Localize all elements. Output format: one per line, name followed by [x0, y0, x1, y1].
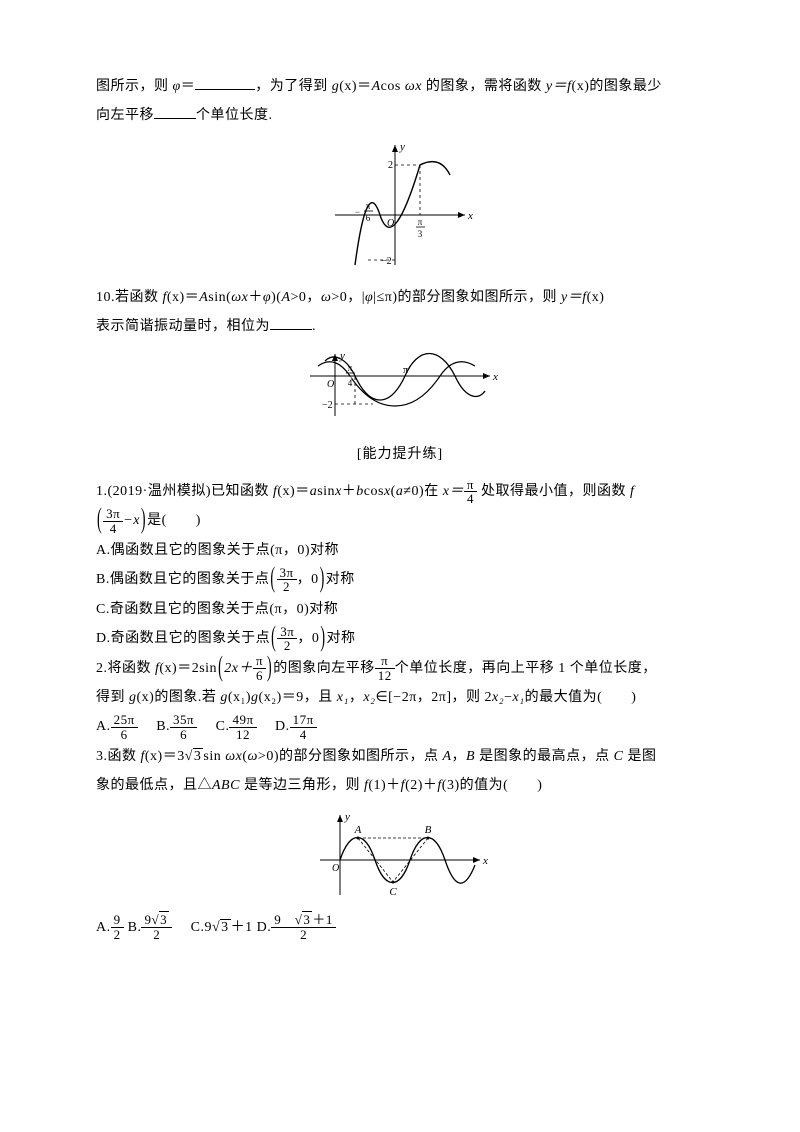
- svg-text:x: x: [492, 371, 498, 383]
- q1-optB: B.偶函数且它的图象关于点(3π2，0)对称: [96, 565, 704, 594]
- svg-text:O: O: [327, 379, 334, 390]
- blank-phi: [195, 75, 255, 90]
- q3-options: A.92 B.932 C.93＋1 D.9 3＋12: [96, 913, 704, 942]
- q2-line1: 2.将函数 f(x)＝2sin(2x＋π6)的图象向左平移π12个单位长度，再向…: [96, 654, 704, 683]
- q1-line1: 1.(2019·温州模拟)已知函数 f(x)＝asinx＋bcosx(a≠0)在…: [96, 477, 704, 506]
- blank-shift: [154, 104, 196, 119]
- svg-text:3: 3: [418, 229, 423, 239]
- svg-text:B: B: [425, 824, 432, 836]
- svg-text:x: x: [482, 855, 488, 867]
- q2-line2: 得到 g(x)的图象.若 g(x₁)g(x₂)＝9，且 x₁，x₂∈[−2π，2…: [96, 683, 704, 712]
- svg-text:−2: −2: [381, 256, 392, 267]
- q9-line2: 向左平移个单位长度.: [96, 101, 704, 130]
- figure-3: x y O A B C: [96, 805, 704, 905]
- svg-text:6: 6: [366, 213, 371, 223]
- figure-2: x y O −2 π 4 4 π: [96, 346, 704, 426]
- q3-line1: 3.函数 f(x)＝33sin ωx(ω>0)的部分图象如图所示，点 A，B 是…: [96, 742, 704, 771]
- svg-text:C: C: [389, 886, 397, 898]
- svg-text:4: 4: [348, 378, 353, 388]
- q3-line2: 象的最低点，且△ABC 是等边三角形，则 f(1)＋f(2)＋f(3)的值为( …: [96, 771, 704, 800]
- q1-optC: C.奇函数且它的图象关于点(π，0)对称: [96, 595, 704, 624]
- svg-text:π: π: [348, 363, 353, 373]
- svg-text:x: x: [467, 210, 473, 222]
- q1-optA: A.偶函数且它的图象关于点(π，0)对称: [96, 536, 704, 565]
- blank-phase: [270, 315, 312, 330]
- svg-text:O: O: [332, 863, 339, 874]
- svg-text:π: π: [366, 201, 371, 211]
- svg-text:π: π: [418, 217, 423, 227]
- svg-text:y: y: [399, 141, 405, 153]
- section-title: [能力提升练]: [96, 440, 704, 469]
- q1-optD: D.奇函数且它的图象关于点(3π2，0)对称: [96, 624, 704, 653]
- svg-text:π: π: [403, 365, 408, 376]
- q1-line2: (3π4−x)是( ): [96, 506, 704, 535]
- q2-options: A.25π6 B.35π6 C.49π12 D.17π4: [96, 712, 704, 741]
- svg-text:A: A: [354, 824, 362, 836]
- svg-text:−2: −2: [322, 400, 333, 411]
- q10-line2: 表示简谐振动量时，相位为.: [96, 312, 704, 341]
- svg-text:2: 2: [388, 160, 393, 171]
- q9-line1: 图所示，则 φ＝，为了得到 g(x)＝Acos ωx 的图象，需将函数 y＝f(…: [96, 72, 704, 101]
- figure-1: x y O 2 −2 π 6 − π 3: [96, 135, 704, 275]
- q10-line1: 10.若函数 f(x)＝Asin(ωx＋φ)(A>0，ω>0，|φ|≤π)的部分…: [96, 283, 704, 312]
- svg-text:−: −: [355, 207, 360, 217]
- svg-text:y: y: [344, 811, 350, 823]
